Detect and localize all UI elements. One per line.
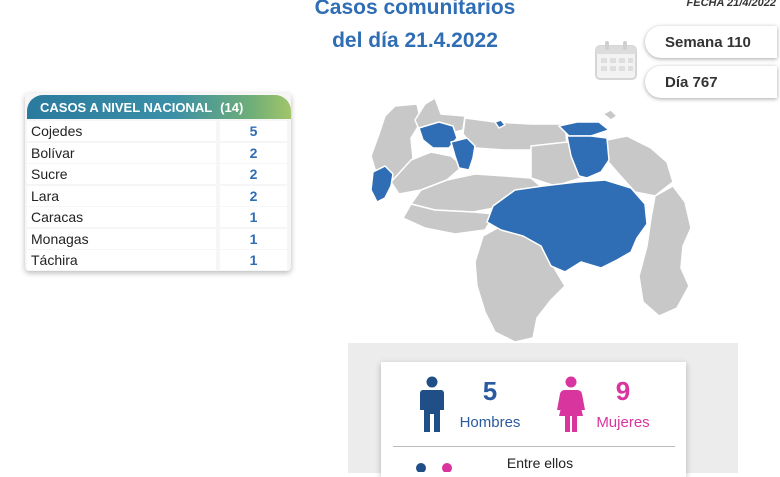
page-title-line1: Casos comunitarios <box>314 0 516 19</box>
entre-ellos-label: Entre ellos <box>506 455 574 471</box>
state-count: 1 <box>220 229 287 249</box>
women-count: 9 <box>615 376 631 406</box>
state-name: Monagas <box>27 229 216 249</box>
map-region-cojedes <box>450 137 476 171</box>
map-region-bolivar <box>486 179 648 273</box>
map-region-tachira <box>370 165 394 203</box>
map-region-delta <box>604 135 674 197</box>
table-row: Sucre 2 <box>27 164 287 184</box>
day-counter-text: Día 767 <box>665 73 718 91</box>
map-region-caracas <box>494 119 506 129</box>
map-region-islands <box>602 109 618 121</box>
table-row: Bolívar 2 <box>27 143 287 163</box>
state-name: Sucre <box>27 164 216 184</box>
state-name: Caracas <box>27 207 216 227</box>
map-region-esequiba <box>638 185 692 317</box>
small-woman-icon <box>442 463 452 472</box>
men-count: 5 <box>482 376 498 406</box>
day-counter: Día 767 <box>645 66 777 98</box>
week-counter: Semana 110 <box>645 26 777 58</box>
map-region-monagas <box>566 135 610 179</box>
table-row: Táchira 1 <box>27 250 287 270</box>
week-counter-text: Semana 110 <box>665 33 751 51</box>
cases-table-header: CASOS A NIVEL NACIONAL (14) <box>27 95 291 119</box>
state-count: 1 <box>220 250 287 270</box>
table-row: Caracas 1 <box>27 207 287 227</box>
man-icon <box>420 376 444 432</box>
state-name: Lara <box>27 186 216 206</box>
state-name: Bolívar <box>27 143 216 163</box>
calendar-icon <box>595 41 637 80</box>
cases-table-header-label: CASOS A NIVEL NACIONAL <box>40 99 213 115</box>
table-row: Lara 2 <box>27 186 287 206</box>
state-count: 2 <box>220 186 287 206</box>
woman-icon <box>557 376 585 432</box>
state-count: 5 <box>220 121 287 141</box>
cases-table-header-total: (14) <box>220 99 244 115</box>
map-region-sucre <box>558 121 610 137</box>
small-man-icon <box>416 463 426 472</box>
men-label: Hombres <box>459 414 521 431</box>
table-row: Monagas 1 <box>27 229 287 249</box>
state-count: 2 <box>220 164 287 184</box>
stats-divider <box>393 446 675 447</box>
venezuela-map <box>370 97 692 343</box>
state-count: 1 <box>220 207 287 227</box>
map-region-apure <box>402 203 496 235</box>
table-row: Cojedes 5 <box>27 121 287 141</box>
state-name: Cojedes <box>27 121 216 141</box>
date-label: FECHA 21/4/2022 <box>686 0 776 9</box>
page-title-line2: del día 21.4.2022 <box>332 29 498 52</box>
women-label: Mujeres <box>596 414 650 431</box>
state-count: 2 <box>220 143 287 163</box>
state-name: Táchira <box>27 250 216 270</box>
